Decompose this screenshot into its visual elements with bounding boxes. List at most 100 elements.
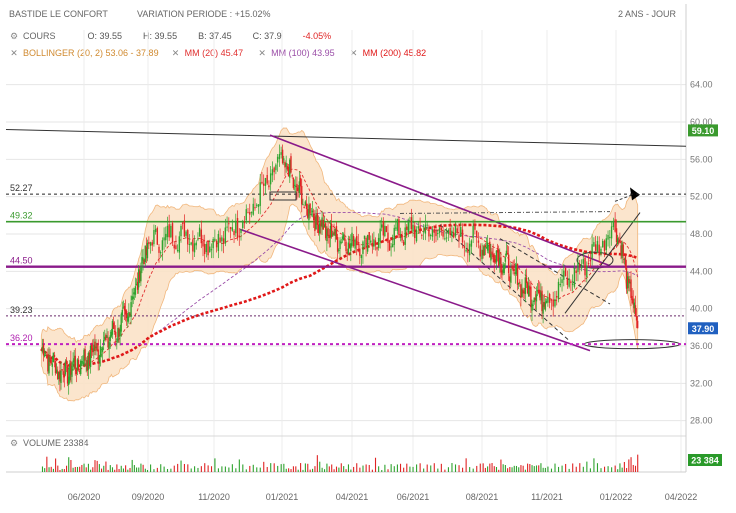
candle-body bbox=[328, 234, 330, 239]
dashed-trend bbox=[499, 238, 611, 305]
candle-body bbox=[166, 225, 169, 238]
x-tick-label: 06/2020 bbox=[68, 492, 101, 502]
candle-body bbox=[122, 307, 125, 309]
volume-bar bbox=[607, 466, 609, 472]
volume-bar bbox=[531, 465, 533, 472]
candle-body bbox=[594, 244, 597, 251]
candle-body bbox=[419, 225, 421, 233]
candle-body bbox=[42, 344, 45, 356]
volume-bar bbox=[74, 467, 76, 472]
volume-bar bbox=[472, 468, 474, 472]
volume-bar bbox=[138, 467, 140, 472]
candle-body bbox=[197, 238, 199, 240]
volume-bar bbox=[374, 457, 377, 472]
candle-body bbox=[467, 248, 469, 253]
legend-change: -4.05% bbox=[302, 31, 332, 41]
candle-body bbox=[293, 184, 296, 186]
candle-body bbox=[287, 166, 290, 177]
candle-body bbox=[295, 185, 297, 188]
period-selector[interactable]: 2 ANS - JOUR bbox=[618, 9, 677, 19]
legend-high: H: 39.55 bbox=[143, 31, 178, 41]
settings-gear-icon[interactable]: ⚙ bbox=[9, 438, 19, 448]
candle-body bbox=[219, 237, 221, 243]
candle-body bbox=[83, 349, 85, 366]
volume-bar bbox=[160, 464, 162, 472]
volume-bar bbox=[57, 465, 59, 472]
candle-body bbox=[431, 229, 434, 237]
candle-body bbox=[545, 300, 548, 303]
volume-bar bbox=[170, 468, 172, 472]
candle-body bbox=[57, 371, 59, 379]
candle-body bbox=[395, 227, 397, 229]
volume-bar bbox=[454, 464, 457, 472]
candle-body bbox=[235, 220, 237, 234]
candle-body bbox=[568, 278, 570, 287]
volume-bar bbox=[632, 464, 634, 472]
candle-body bbox=[607, 234, 609, 240]
settings-gear-icon[interactable]: ⚙ bbox=[9, 31, 19, 41]
candle-body bbox=[145, 247, 148, 256]
volume-bar bbox=[626, 468, 628, 472]
candle-body bbox=[276, 156, 279, 163]
volume-bar bbox=[396, 464, 398, 472]
legend-cours: ⚙ COURS O: 39.55 H: 39.55 B: 37.45 C: 37… bbox=[9, 31, 331, 41]
volume-bar bbox=[634, 465, 637, 472]
close-x-icon[interactable]: ✕ bbox=[258, 48, 266, 58]
volume-bar bbox=[277, 465, 279, 472]
candle-body bbox=[125, 311, 128, 319]
volume-bar bbox=[381, 469, 383, 472]
close-x-icon[interactable]: ✕ bbox=[171, 48, 180, 58]
candle-body bbox=[296, 183, 298, 192]
candle-body bbox=[463, 245, 466, 249]
volume-bar bbox=[550, 468, 553, 472]
candle-body bbox=[632, 298, 634, 305]
moving-averages bbox=[40, 168, 639, 372]
candle-body bbox=[602, 240, 604, 248]
candle-body bbox=[323, 224, 326, 228]
candle-body bbox=[477, 240, 480, 243]
candle-body bbox=[516, 263, 519, 285]
volume-bar bbox=[538, 465, 540, 472]
volume-bar bbox=[579, 463, 581, 472]
candle-body bbox=[610, 226, 613, 239]
candle-body bbox=[127, 316, 129, 322]
candle-body bbox=[226, 226, 228, 228]
candle-body bbox=[474, 223, 476, 230]
candle-body bbox=[301, 185, 303, 205]
candle-body bbox=[278, 154, 281, 160]
y-tick-label: 48.00 bbox=[690, 229, 713, 239]
volume-bar bbox=[200, 466, 202, 472]
candle-body bbox=[512, 266, 514, 271]
volume-bar bbox=[228, 467, 230, 472]
volume-bar bbox=[231, 464, 233, 472]
close-x-icon[interactable]: ✕ bbox=[10, 48, 18, 58]
level-label: 36.20 bbox=[10, 333, 33, 343]
volume-bar bbox=[52, 468, 54, 472]
close-x-icon[interactable]: ✕ bbox=[349, 48, 358, 58]
candle-body bbox=[102, 340, 105, 346]
candle-body bbox=[484, 245, 487, 248]
candle-body bbox=[72, 360, 74, 366]
candle-body bbox=[289, 159, 291, 178]
volume-bar bbox=[103, 465, 105, 472]
candle-body bbox=[336, 237, 339, 252]
candle-body bbox=[132, 296, 134, 299]
volume-tag-label: 23 384 bbox=[691, 456, 719, 466]
candle-body bbox=[315, 215, 317, 230]
candle-body bbox=[178, 236, 181, 253]
candle-body bbox=[504, 257, 507, 262]
trendlines bbox=[5, 128, 687, 352]
candle-body bbox=[298, 181, 301, 193]
candle-body bbox=[74, 355, 76, 369]
candle-body bbox=[541, 290, 543, 312]
volume-bar bbox=[430, 465, 432, 472]
horizontal-levels: 52.27 49.32 44.50 39.23 36.20 bbox=[6, 183, 686, 346]
candle-body bbox=[75, 367, 78, 375]
volume-tag bbox=[688, 454, 722, 466]
candle-body bbox=[163, 237, 165, 241]
volume-bar bbox=[621, 467, 623, 472]
candle-body bbox=[60, 370, 62, 383]
candle-body bbox=[330, 223, 333, 237]
candle-body bbox=[53, 354, 56, 358]
